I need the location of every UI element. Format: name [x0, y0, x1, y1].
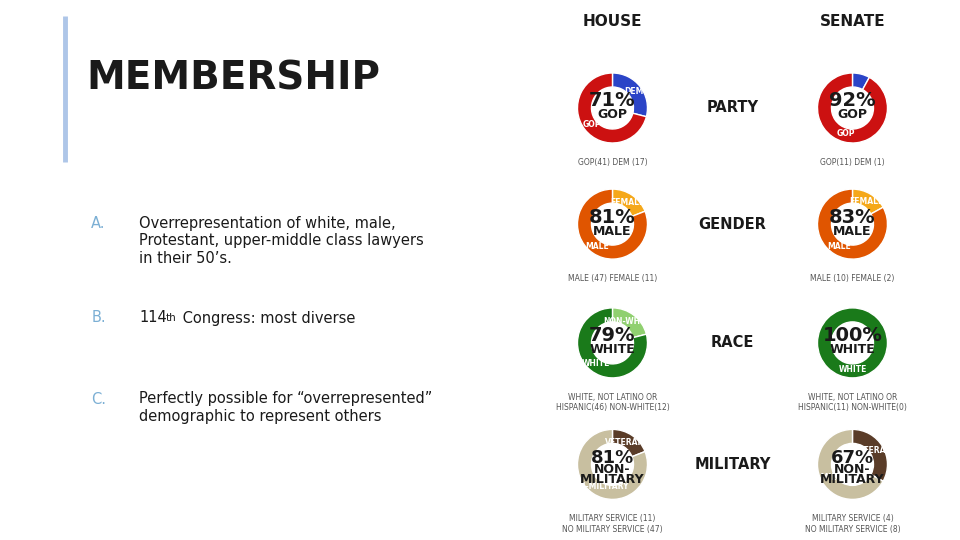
Text: WHITE: WHITE — [582, 360, 611, 368]
Text: 100%: 100% — [823, 326, 882, 346]
Text: MILITARY SERVICE (4)
NO MILITARY SERVICE (8): MILITARY SERVICE (4) NO MILITARY SERVICE… — [804, 514, 900, 534]
Text: WHITE: WHITE — [838, 365, 867, 374]
Text: MILITARY: MILITARY — [580, 472, 645, 485]
Text: 81%: 81% — [589, 207, 636, 227]
Text: GOP: GOP — [597, 109, 628, 122]
Text: 114: 114 — [139, 310, 167, 326]
Wedge shape — [612, 73, 647, 117]
Wedge shape — [818, 308, 887, 378]
Text: WHITE, NOT LATINO OR
HISPANIC(11) NON-WHITE(0): WHITE, NOT LATINO OR HISPANIC(11) NON-WH… — [798, 393, 907, 412]
Text: NON-MILITARY: NON-MILITARY — [799, 474, 861, 482]
Text: 79%: 79% — [589, 326, 636, 346]
Text: GOP: GOP — [836, 129, 855, 138]
Wedge shape — [578, 429, 647, 500]
Text: MEMBERSHIP: MEMBERSHIP — [86, 59, 380, 97]
Wedge shape — [852, 73, 870, 90]
Text: MILITARY: MILITARY — [820, 472, 885, 485]
Text: Perfectly possible for “overrepresented”
demographic to represent others: Perfectly possible for “overrepresented”… — [139, 392, 433, 424]
Text: MALE (47) FEMALE (11): MALE (47) FEMALE (11) — [568, 274, 657, 283]
Text: FEMALE: FEMALE — [611, 198, 644, 207]
Text: 67%: 67% — [831, 449, 874, 467]
Text: B.: B. — [91, 310, 106, 326]
Text: GOP: GOP — [582, 120, 601, 129]
Text: GOP: GOP — [837, 109, 868, 122]
Text: GOP(11) DEM (1): GOP(11) DEM (1) — [820, 158, 885, 167]
Text: MALE: MALE — [833, 225, 872, 238]
Text: C.: C. — [91, 392, 107, 407]
Text: 71%: 71% — [589, 91, 636, 111]
Text: NON-WHITE: NON-WHITE — [604, 318, 654, 326]
Text: VETERANS: VETERANS — [605, 438, 650, 447]
Text: WHITE: WHITE — [589, 343, 636, 356]
Text: 83%: 83% — [829, 207, 876, 227]
Wedge shape — [852, 429, 887, 481]
Text: DEM: DEM — [624, 87, 643, 96]
Text: Overrepresentation of white, male,
Protestant, upper-middle class lawyers
in the: Overrepresentation of white, male, Prote… — [139, 216, 424, 266]
Wedge shape — [578, 308, 647, 378]
Text: MALE: MALE — [593, 225, 632, 238]
Text: GENDER: GENDER — [699, 217, 766, 232]
Text: 92%: 92% — [829, 91, 876, 111]
Text: MALE (10) FEMALE (2): MALE (10) FEMALE (2) — [810, 274, 895, 283]
Text: WHITE, NOT LATINO OR
HISPANIC(46) NON-WHITE(12): WHITE, NOT LATINO OR HISPANIC(46) NON-WH… — [556, 393, 669, 412]
Text: WHITE: WHITE — [829, 343, 876, 356]
Text: th: th — [166, 313, 177, 323]
Text: SENATE: SENATE — [820, 14, 885, 29]
Wedge shape — [612, 429, 645, 457]
Text: MALE: MALE — [586, 241, 610, 251]
Wedge shape — [578, 189, 647, 259]
Text: 81%: 81% — [590, 449, 635, 467]
Text: NON-: NON- — [594, 463, 631, 476]
Text: VETERANS: VETERANS — [852, 447, 898, 455]
Text: GOP(41) DEM (17): GOP(41) DEM (17) — [578, 158, 647, 167]
Text: MILITARY: MILITARY — [694, 457, 771, 472]
Text: RACE: RACE — [710, 335, 755, 350]
Wedge shape — [818, 429, 883, 500]
Text: PARTY: PARTY — [707, 100, 758, 116]
Wedge shape — [612, 189, 645, 217]
Wedge shape — [612, 308, 646, 338]
Text: Congress: most diverse: Congress: most diverse — [178, 310, 355, 326]
Text: NON-: NON- — [834, 463, 871, 476]
Wedge shape — [578, 73, 646, 143]
Text: MALE: MALE — [828, 242, 851, 252]
Text: FEMALE: FEMALE — [849, 197, 883, 206]
Text: A.: A. — [91, 216, 106, 231]
Wedge shape — [818, 73, 887, 143]
Text: HOUSE: HOUSE — [583, 14, 642, 29]
Wedge shape — [818, 189, 887, 259]
Text: MILITARY SERVICE (11)
NO MILITARY SERVICE (47): MILITARY SERVICE (11) NO MILITARY SERVIC… — [563, 514, 662, 534]
Text: NON-MILITARY: NON-MILITARY — [566, 482, 629, 491]
Wedge shape — [852, 189, 883, 214]
